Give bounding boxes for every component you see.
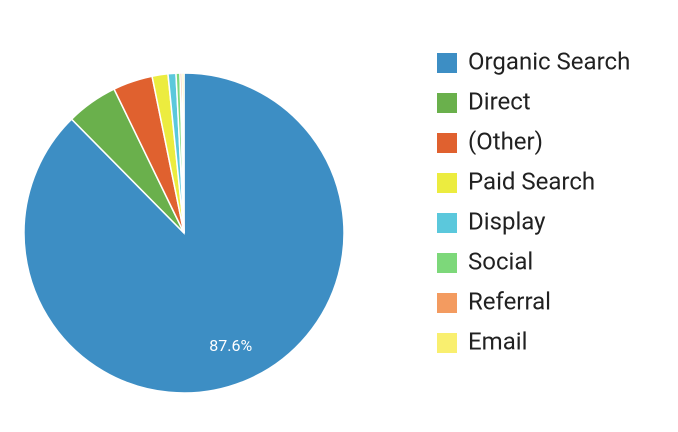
legend-swatch xyxy=(437,253,457,273)
legend-label: Email xyxy=(468,327,527,355)
legend-swatch xyxy=(437,293,457,313)
pie-slice xyxy=(181,72,185,234)
slice-label: 87.6% xyxy=(209,336,252,355)
legend-label: Paid Search xyxy=(468,167,595,195)
legend-label: Social xyxy=(468,247,533,275)
legend-label: (Other) xyxy=(468,127,543,155)
legend-swatch xyxy=(437,333,457,353)
legend-swatch xyxy=(437,53,457,73)
legend-label: Direct xyxy=(468,87,531,115)
legend-swatch xyxy=(437,213,457,233)
legend-swatch xyxy=(437,133,457,153)
legend-swatch xyxy=(437,93,457,113)
legend-label: Referral xyxy=(468,287,551,315)
legend-label: Organic Search xyxy=(468,47,630,75)
legend-swatch xyxy=(437,173,457,193)
legend-label: Display xyxy=(468,207,546,235)
